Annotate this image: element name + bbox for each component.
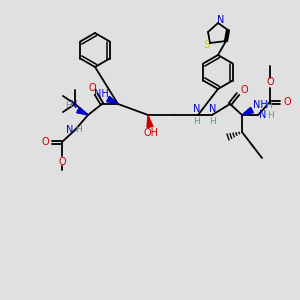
Text: O: O bbox=[266, 77, 274, 87]
Text: H: H bbox=[194, 116, 200, 125]
Text: O: O bbox=[58, 157, 66, 167]
Text: NH: NH bbox=[253, 100, 267, 110]
Text: O: O bbox=[283, 97, 291, 107]
Text: N: N bbox=[259, 110, 267, 120]
Text: O: O bbox=[240, 85, 248, 95]
Text: N: N bbox=[66, 125, 74, 135]
Text: H: H bbox=[267, 110, 273, 119]
Text: N: N bbox=[217, 15, 225, 25]
Text: N: N bbox=[70, 100, 78, 110]
Polygon shape bbox=[107, 96, 118, 104]
Text: H: H bbox=[64, 100, 71, 109]
Text: H: H bbox=[210, 116, 216, 125]
Text: NH: NH bbox=[94, 89, 108, 99]
Polygon shape bbox=[242, 107, 253, 115]
Text: S: S bbox=[203, 40, 209, 50]
Text: H: H bbox=[76, 125, 82, 134]
Text: H: H bbox=[266, 100, 272, 109]
Text: O: O bbox=[41, 137, 49, 147]
Polygon shape bbox=[77, 107, 88, 115]
Text: N: N bbox=[193, 104, 201, 114]
Text: OH: OH bbox=[143, 128, 158, 138]
Polygon shape bbox=[147, 115, 153, 128]
Text: O: O bbox=[88, 83, 96, 93]
Text: N: N bbox=[209, 104, 217, 114]
